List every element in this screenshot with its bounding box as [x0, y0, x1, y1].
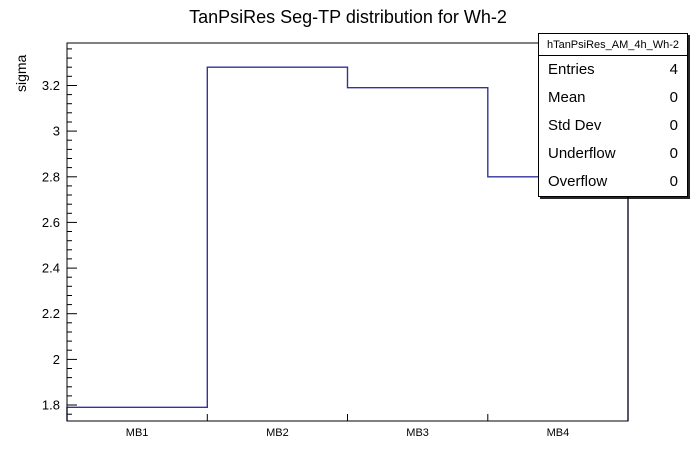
stats-row-label: Mean	[548, 89, 586, 106]
y-tick-label: 3.2	[42, 78, 60, 93]
stats-row: Underflow 0	[539, 140, 687, 168]
stats-row-label: Overflow	[548, 173, 608, 190]
y-tick-label: 2.2	[42, 306, 60, 321]
stats-row: Mean 0	[539, 84, 687, 112]
y-tick-label: 2.8	[42, 169, 60, 184]
y-tick-label: 1.8	[42, 398, 60, 413]
x-tick-label: MB2	[266, 427, 289, 439]
stats-rows: Entries 4 Mean 0 Std Dev 0 Underflow 0 Overflow 0	[539, 56, 687, 196]
x-tick-label: MB3	[406, 427, 429, 439]
stats-row-label: Entries	[548, 61, 595, 78]
chart-title: TanPsiRes Seg-TP distribution for Wh-2	[189, 7, 507, 27]
y-tick-label: 2.6	[42, 215, 60, 230]
stats-row: Std Dev 0	[539, 112, 687, 140]
stats-box-title: hTanPsiRes_AM_4h_Wh-2	[539, 34, 687, 56]
stats-row-label: Std Dev	[548, 117, 602, 134]
y-tick-label: 2.4	[42, 261, 60, 276]
stats-row-value: 0	[669, 145, 678, 162]
y-tick-label: 2	[53, 352, 60, 367]
stats-row-value: 0	[669, 89, 678, 106]
stats-row-value: 0	[669, 173, 678, 190]
y-tick-label: 3	[53, 124, 60, 139]
x-tick-label: MB4	[547, 427, 570, 439]
stats-row-value: 4	[669, 61, 678, 78]
stats-row-label: Underflow	[548, 145, 616, 162]
stats-row: Entries 4	[539, 56, 687, 84]
stats-box: hTanPsiRes_AM_4h_Wh-2 Entries 4 Mean 0 Std D…	[538, 33, 688, 197]
x-tick-label: MB1	[126, 427, 149, 439]
stats-row: Overflow 0	[539, 168, 687, 196]
stats-row-value: 0	[669, 117, 678, 134]
